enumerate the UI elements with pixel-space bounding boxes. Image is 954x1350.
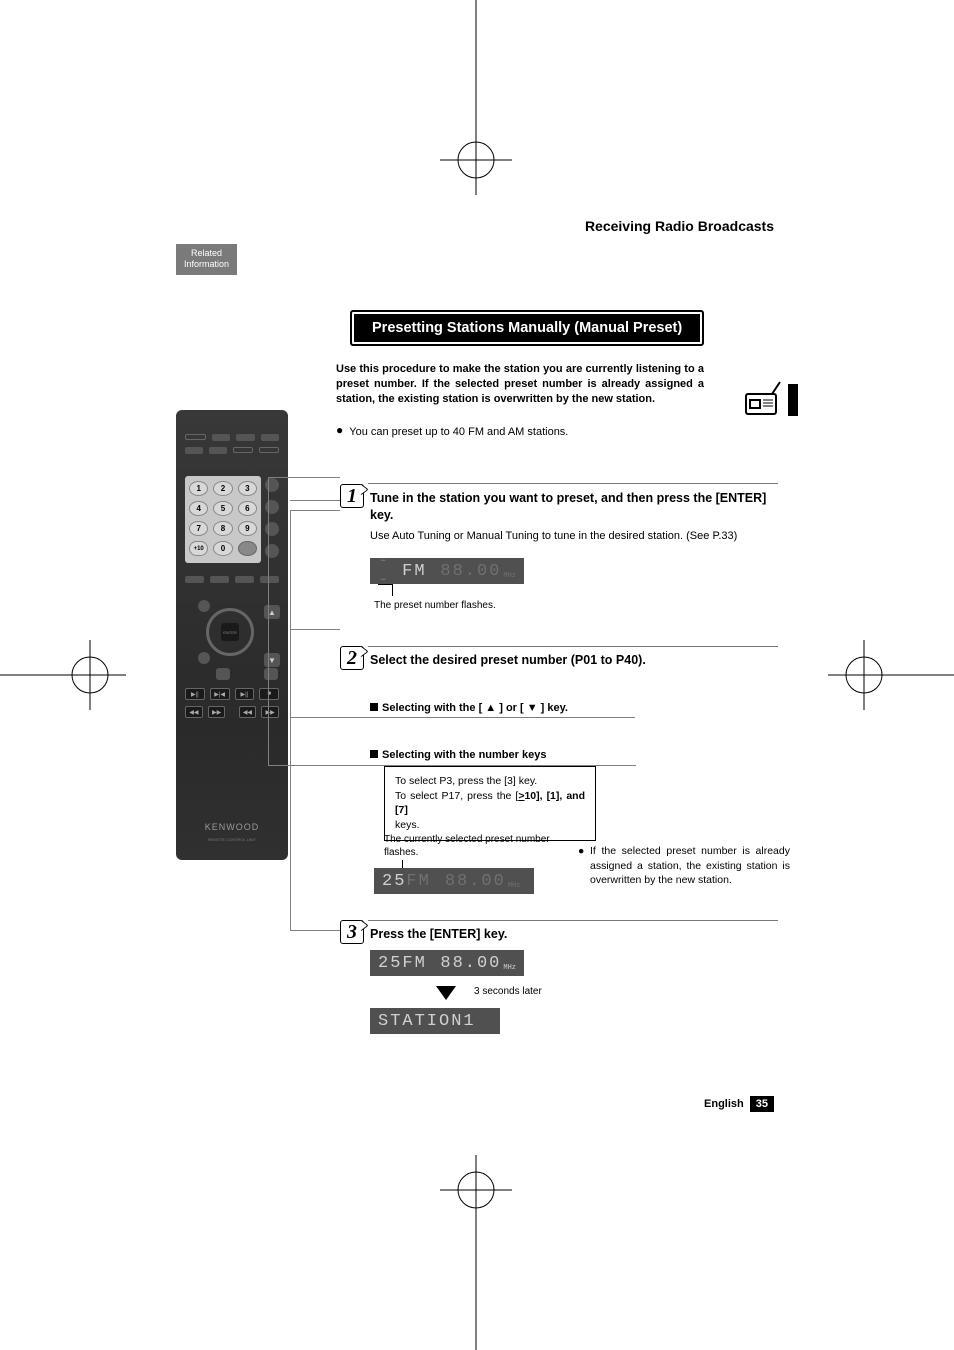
lcd-display-3b: STATION1 <box>370 1008 500 1034</box>
remote-sublabel: REMOTE CONTROL UNIT <box>176 837 288 842</box>
remote-nav-pad[interactable]: ENTER <box>198 600 262 664</box>
remote-key-8[interactable]: 8 <box>213 521 232 536</box>
remote-key-9[interactable]: 9 <box>238 521 257 536</box>
remote-key-5[interactable]: 5 <box>213 501 232 516</box>
step-2-callout: The currently selected preset number fla… <box>384 833 574 859</box>
remote-key-0[interactable]: 0 <box>213 541 232 556</box>
section-title-box: Presetting Stations Manually (Manual Pre… <box>350 310 704 346</box>
remote-key-4[interactable]: 4 <box>189 501 208 516</box>
remote-vol-down[interactable]: ▼ <box>264 653 280 667</box>
example-box: To select P3, press the [3] key. To sele… <box>384 766 596 841</box>
wait-label: 3 seconds later <box>474 986 542 997</box>
remote-enter-key[interactable]: ENTER <box>221 623 239 641</box>
step-2-sub-b: Selecting with the number keys <box>370 749 546 761</box>
remote-key-1[interactable]: 1 <box>189 481 208 496</box>
remote-key-3[interactable]: 3 <box>238 481 257 496</box>
step-3-title: Press the [ENTER] key. <box>370 926 776 943</box>
remote-vol-up[interactable]: ▲ <box>264 605 280 619</box>
page: Receiving Radio Broadcasts Related Infor… <box>0 0 954 1350</box>
related-info-tab: Related Information <box>176 244 237 275</box>
down-arrow-icon <box>436 986 456 1000</box>
remote-key-2[interactable]: 2 <box>213 481 232 496</box>
remote-numpad[interactable]: 1 2 3 4 5 6 7 8 9 +10 0 <box>185 476 261 563</box>
remote-key-plus10[interactable]: +10 <box>189 541 208 556</box>
step-2-badge: 2 <box>340 646 364 670</box>
step-2-sub-a: Selecting with the [ ▲ ] or [ ▼ ] key. <box>370 702 568 714</box>
step-3-badge: 3 <box>340 920 364 944</box>
section-intro: Use this procedure to make the station y… <box>336 362 704 407</box>
step-1-title: Tune in the station you want to preset, … <box>370 490 776 524</box>
section-title: Presetting Stations Manually (Manual Pre… <box>354 314 700 342</box>
lcd-display-1: --FM 88.00MHz <box>370 558 524 584</box>
remote-brand: KENWOOD <box>176 822 288 832</box>
lcd-display-2: 25FM 88.00MHz <box>374 868 534 894</box>
lcd-display-3a: 25FM 88.00MHz <box>370 950 524 976</box>
remote-key-blank[interactable] <box>238 541 257 556</box>
step-2-title: Select the desired preset number (P01 to… <box>370 652 776 669</box>
chapter-title: Receiving Radio Broadcasts <box>585 218 774 234</box>
step-2-note: ●If the selected preset number is alread… <box>590 844 790 888</box>
remote-key-7[interactable]: 7 <box>189 521 208 536</box>
section-note: ●You can preset up to 40 FM and AM stati… <box>336 424 568 438</box>
remote-key-6[interactable]: 6 <box>238 501 257 516</box>
lcd-1-callout: The preset number flashes. <box>374 600 496 611</box>
radio-section-icon <box>742 378 798 422</box>
step-1-body: Use Auto Tuning or Manual Tuning to tune… <box>370 530 778 542</box>
step-1-badge: 1 <box>340 484 364 508</box>
page-footer: English35 <box>704 1096 774 1112</box>
